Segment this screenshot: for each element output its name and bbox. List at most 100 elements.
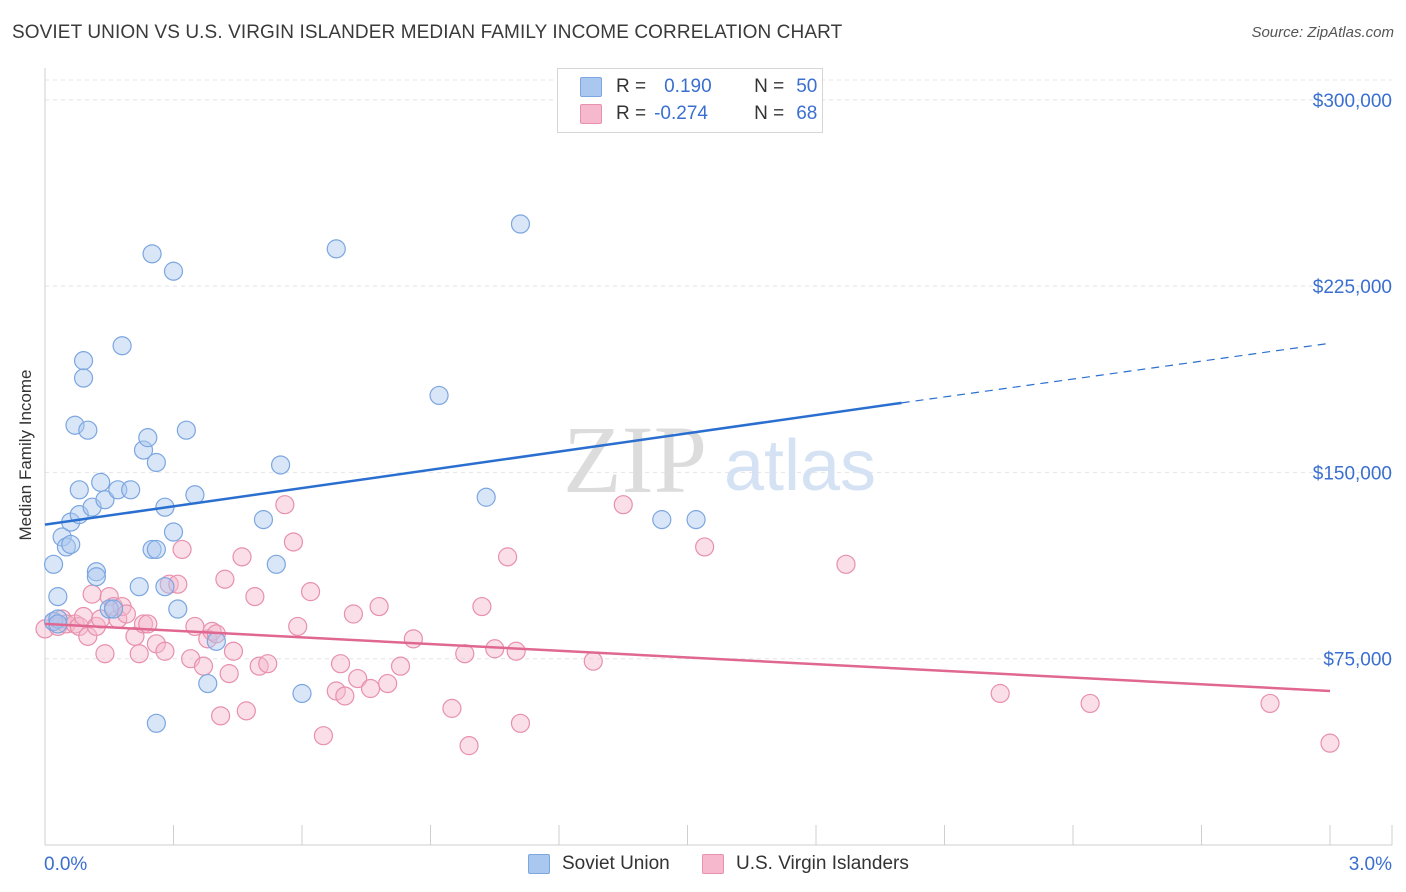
grid-lines: [45, 79, 1392, 660]
x-tick-label: 0.0%: [44, 854, 87, 875]
data-point-virgin-islanders: [348, 668, 368, 689]
r-label: R =: [616, 103, 647, 124]
watermark: ZIP atlas: [563, 406, 876, 513]
y-tick-label: $300,000: [1313, 91, 1392, 112]
data-point-virgin-islanders: [95, 644, 115, 664]
data-point-soviet-union: [95, 490, 115, 510]
y-tick-label: $75,000: [1323, 650, 1392, 671]
bottom-legend-virgin-islanders: U.S. Virgin Islanders: [702, 852, 909, 876]
data-point-virgin-islanders: [990, 683, 1010, 704]
n-label: N =: [754, 76, 785, 97]
data-point-virgin-islanders: [288, 616, 308, 637]
data-point-virgin-islanders: [219, 664, 239, 684]
data-point-soviet-union: [429, 385, 449, 406]
watermark-zip: ZIP: [563, 406, 707, 513]
data-point-soviet-union: [48, 587, 68, 607]
r-value: -0.274: [654, 103, 708, 124]
data-point-virgin-islanders: [459, 736, 479, 756]
data-point-virgin-islanders: [498, 547, 518, 567]
data-point-soviet-union: [652, 510, 672, 530]
data-point-soviet-union: [168, 599, 188, 619]
axes: [44, 68, 1393, 846]
data-point-soviet-union: [185, 485, 205, 505]
data-point-virgin-islanders: [1320, 733, 1340, 753]
data-point-soviet-union: [91, 472, 111, 492]
data-point-soviet-union: [206, 631, 226, 651]
legend-series-name: Soviet Union: [562, 853, 670, 874]
data-point-virgin-islanders: [245, 587, 265, 607]
data-point-virgin-islanders: [613, 495, 633, 515]
r-value: 0.190: [664, 76, 712, 97]
data-point-soviet-union: [292, 683, 312, 704]
trend-line-virgin-islanders: [44, 622, 1331, 693]
data-point-soviet-union: [121, 480, 141, 500]
legend-swatch-blue: [580, 77, 602, 97]
data-point-soviet-union: [78, 420, 98, 440]
data-point-soviet-union: [198, 673, 218, 694]
data-point-virgin-islanders: [583, 651, 603, 671]
data-point-soviet-union: [146, 452, 166, 473]
data-point-soviet-union: [176, 420, 196, 440]
source-label: Source: ZipAtlas.com: [1251, 24, 1394, 41]
data-point-virgin-islanders: [472, 596, 492, 617]
data-point-virgin-islanders: [193, 656, 214, 676]
data-point-virgin-islanders: [300, 582, 321, 602]
legend-swatch-pink: [702, 854, 724, 874]
data-point-soviet-union: [112, 336, 132, 356]
data-point-virgin-islanders: [695, 537, 715, 557]
data-point-soviet-union: [86, 562, 107, 582]
data-point-soviet-union: [142, 539, 162, 560]
data-point-virgin-islanders: [506, 641, 526, 661]
data-point-soviet-union: [326, 239, 346, 259]
data-point-virgin-islanders: [82, 584, 102, 604]
data-point-soviet-union: [133, 440, 154, 460]
trend-line-soviet-union-extrapolated: [901, 342, 1331, 404]
data-point-soviet-union: [73, 368, 94, 388]
data-point-soviet-union: [155, 577, 175, 597]
data-point-virgin-islanders: [369, 596, 389, 617]
data-point-virgin-islanders: [211, 706, 231, 726]
y-axis-label: Median Family Income: [16, 369, 35, 541]
data-point-virgin-islanders: [360, 678, 381, 699]
data-point-virgin-islanders: [258, 654, 278, 674]
data-point-soviet-union: [476, 487, 496, 507]
data-point-virgin-islanders: [343, 604, 363, 624]
data-point-virgin-islanders: [1080, 693, 1100, 714]
correlation-legend: R = 0.190 N = 50 R = -0.274 N = 68: [557, 68, 823, 133]
data-point-soviet-union: [146, 539, 166, 560]
data-point-soviet-union: [253, 510, 274, 530]
data-point-soviet-union: [103, 599, 124, 619]
data-point-virgin-islanders: [275, 495, 295, 515]
data-point-soviet-union: [270, 455, 291, 475]
data-point-soviet-union: [73, 351, 94, 371]
data-point-virgin-islanders: [172, 539, 192, 560]
data-point-virgin-islanders: [223, 641, 244, 661]
data-point-virgin-islanders: [1260, 693, 1280, 714]
data-point-soviet-union: [163, 261, 184, 281]
data-point-soviet-union: [163, 522, 184, 542]
data-point-virgin-islanders: [403, 629, 423, 649]
data-point-virgin-islanders: [390, 656, 411, 676]
data-point-soviet-union: [61, 534, 81, 555]
tick-labels: $75,000 $150,000 $225,000 $300,000 0.0% 3.0%: [44, 91, 1392, 875]
series-us-virgin-islanders: [35, 495, 1340, 756]
data-point-soviet-union: [146, 713, 166, 733]
data-point-virgin-islanders: [283, 532, 304, 552]
y-tick-label: $225,000: [1313, 277, 1392, 298]
n-value: 50: [796, 76, 818, 97]
data-point-soviet-union: [129, 577, 149, 597]
n-value: 68: [796, 103, 818, 124]
data-point-soviet-union: [266, 554, 286, 574]
legend-swatch-pink: [580, 104, 602, 124]
data-point-soviet-union: [86, 567, 107, 587]
data-point-virgin-islanders: [232, 547, 252, 567]
data-point-virgin-islanders: [442, 698, 462, 718]
trend-lines: [44, 342, 1331, 693]
data-point-virgin-islanders: [836, 554, 856, 574]
x-tick-label: 3.0%: [1349, 854, 1392, 875]
legend-row-soviet-union: R = 0.190 N = 50: [580, 75, 817, 99]
legend-swatch-blue: [528, 854, 550, 874]
legend-series-name: U.S. Virgin Islanders: [736, 853, 909, 874]
n-label: N =: [754, 103, 785, 124]
data-point-virgin-islanders: [335, 686, 355, 706]
